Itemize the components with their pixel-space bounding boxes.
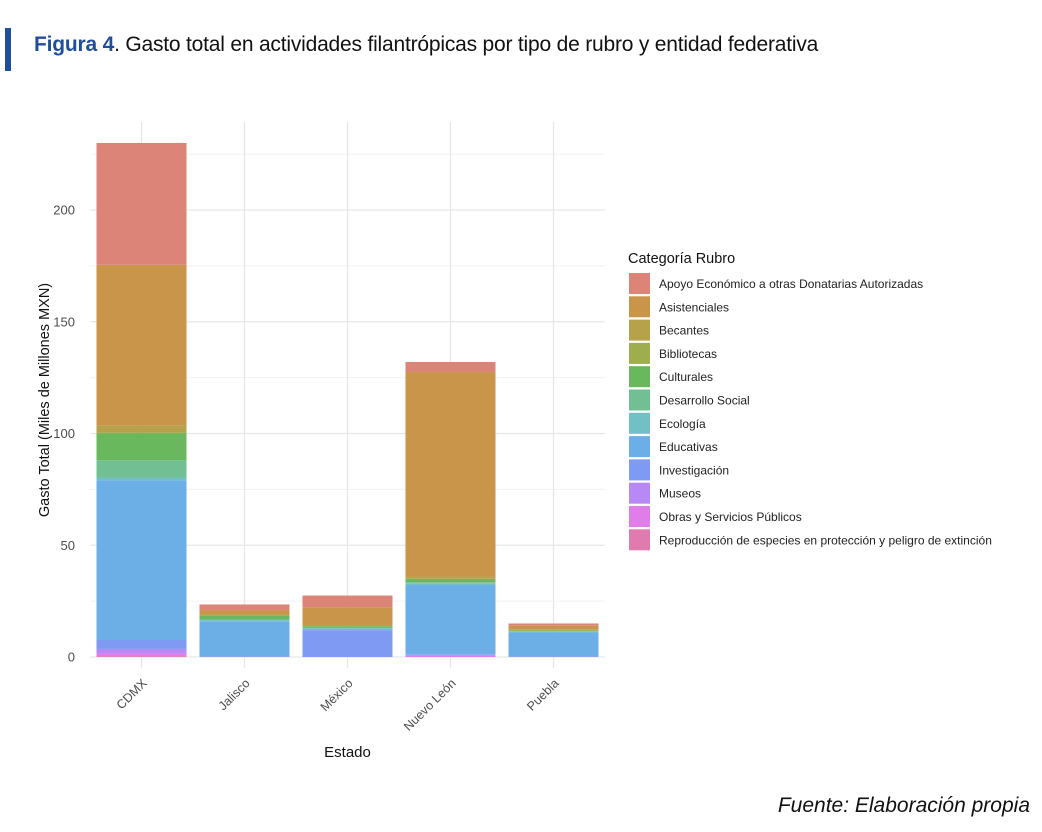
bar-segment — [199, 621, 290, 657]
y-axis-title: Gasto Total (Miles de Millones MXN) — [37, 283, 53, 517]
legend-swatch — [629, 366, 650, 388]
bar-segment — [405, 654, 496, 656]
y-tick-label: 0 — [68, 650, 75, 665]
y-tick-label: 200 — [53, 203, 75, 218]
legend-label: Educativas — [659, 440, 718, 454]
bar-segment — [405, 576, 496, 579]
legend-label: Reproducción de especies en protección y… — [659, 533, 992, 547]
legend-label: Museos — [659, 487, 701, 501]
x-tick-label: Puebla — [524, 676, 561, 713]
y-tick-label: 100 — [53, 426, 75, 441]
bar-segment — [508, 631, 599, 633]
legend-swatch — [629, 296, 650, 318]
legend-swatch — [629, 459, 650, 481]
bar-segment — [302, 607, 393, 626]
x-tick-label: Jalisco — [216, 676, 253, 713]
bar-segment — [508, 656, 599, 657]
bar-segment — [508, 623, 599, 626]
bar-segment — [405, 654, 496, 655]
y-tick-label: 150 — [53, 314, 75, 329]
legend-label: Bibliotecas — [659, 347, 717, 361]
legend-title: Categoría Rubro — [628, 251, 735, 267]
x-tick-label: México — [318, 676, 356, 714]
bar-segment — [96, 653, 187, 657]
legend-swatch — [629, 412, 650, 434]
bar-segment — [405, 585, 496, 655]
bar-segment — [199, 610, 290, 615]
bar-segment — [405, 578, 496, 583]
bar-segment — [508, 631, 599, 632]
bar-segment — [199, 620, 290, 622]
bar-segment — [302, 625, 393, 627]
bar-segment — [96, 264, 187, 426]
source-note: Fuente: Elaboración propia — [777, 794, 1030, 817]
legend-swatch — [629, 529, 650, 551]
legend-label: Ecología — [659, 417, 706, 431]
figure-title-text: . Gasto total en actividades filantrópic… — [114, 33, 819, 56]
bar-segment — [199, 614, 290, 616]
stacked-bar-chart: 0 50 100 150 200 CDMX Jalisco México Nuevo León P… — [37, 122, 992, 761]
bar-segment — [96, 477, 187, 481]
figure-label: Figura 4 — [34, 33, 115, 56]
bar-segment — [405, 655, 496, 657]
bar-segment — [508, 632, 599, 657]
bar-segment — [302, 595, 393, 608]
bar-segment — [96, 640, 187, 649]
bar-segment — [199, 619, 290, 621]
bar-segment — [302, 629, 393, 631]
bar-segment — [96, 460, 187, 478]
bar-segment — [508, 625, 599, 630]
legend-swatch — [629, 319, 650, 341]
legend-swatch — [629, 506, 650, 527]
bar-segment — [302, 626, 393, 628]
bar-segment — [302, 628, 393, 630]
legend-label: Becantes — [659, 324, 709, 338]
legend-label: Investigación — [659, 463, 729, 477]
legend-label: Asistenciales — [659, 300, 729, 314]
bar-segment — [302, 630, 393, 657]
bar-segment — [199, 604, 290, 611]
legend-label: Desarrollo Social — [659, 394, 750, 408]
x-axis-title: Estado — [324, 744, 371, 761]
legend-swatch — [629, 389, 650, 411]
legend-swatch — [629, 482, 650, 504]
x-tick-label: Nuevo León — [401, 676, 459, 734]
bar-segment — [96, 648, 187, 654]
legend-swatch — [629, 273, 650, 294]
bar-segment — [508, 630, 599, 632]
bar-segment — [302, 627, 393, 629]
bar-segment — [405, 583, 496, 586]
bar-segment — [508, 629, 599, 631]
bar-segment — [199, 615, 290, 620]
bar-segment — [405, 372, 496, 577]
bar-segment — [96, 432, 187, 434]
figure-title: Figura 4. Gasto total en actividades fil… — [34, 33, 818, 57]
legend-label: Obras y Servicios Públicos — [659, 510, 802, 524]
x-tick-label: CDMX — [114, 676, 150, 712]
y-tick-label: 50 — [61, 538, 75, 553]
bar-segment — [199, 656, 290, 657]
legend-label: Culturales — [659, 370, 713, 384]
bar-segment — [96, 656, 187, 657]
legend-swatch — [629, 436, 650, 458]
bar-segment — [405, 582, 496, 584]
bar-segment — [96, 433, 187, 461]
title-accent-bar — [5, 28, 11, 71]
legend-label: Apoyo Económico a otras Donatarias Autor… — [659, 277, 923, 291]
bar-segment — [96, 142, 187, 265]
bar-segment — [96, 425, 187, 433]
bar-segment — [405, 361, 496, 373]
legend-swatch — [629, 342, 650, 364]
bar-segment — [96, 480, 187, 641]
